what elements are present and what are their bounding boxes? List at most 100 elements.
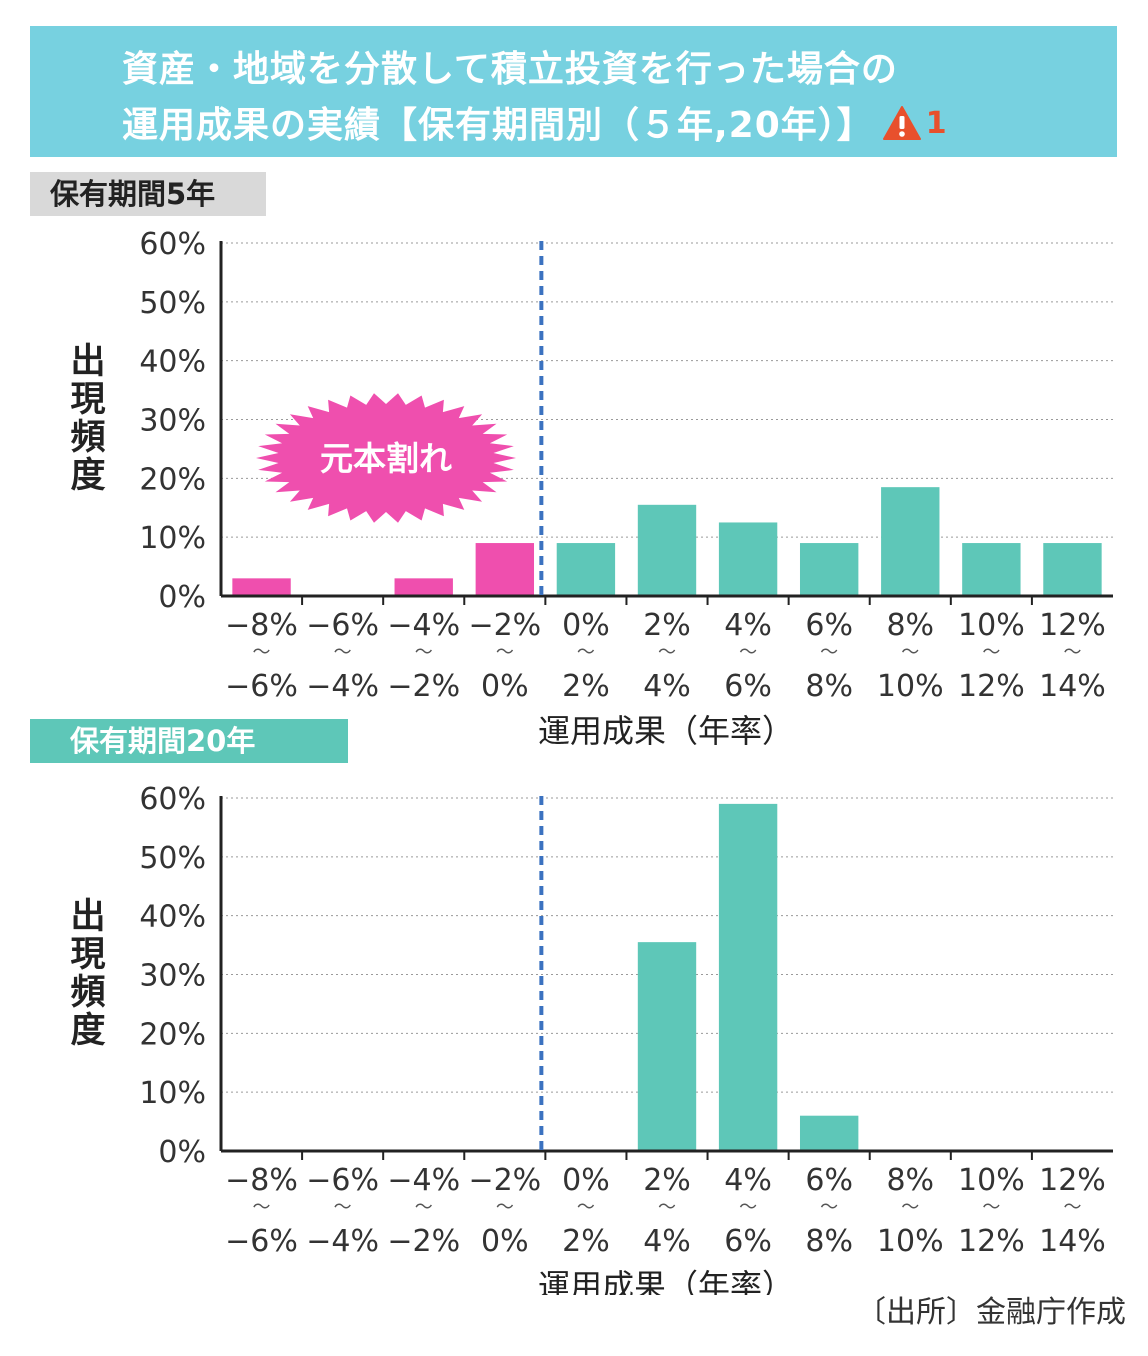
x-tick-label-to: 0%	[481, 669, 529, 704]
x-tick-label-from: −8%	[225, 1163, 298, 1198]
x-tick-label-tilde: 〜	[496, 1197, 514, 1218]
x-tick-label-to: 12%	[958, 669, 1025, 704]
x-tick-label-tilde: 〜	[982, 642, 1000, 663]
source-note: 〔出所〕金融庁作成	[856, 1295, 1126, 1330]
x-tick-label-from: −4%	[387, 608, 460, 643]
x-tick-label-from: −2%	[468, 608, 541, 643]
bar	[556, 543, 616, 596]
warning-triangle-icon	[882, 105, 922, 150]
panel-label-20yr: 保有期間20年	[30, 719, 348, 763]
x-tick-label-tilde: 〜	[658, 642, 676, 663]
y-axis-title-char: 現	[70, 380, 105, 420]
y-tick-label: 50%	[139, 841, 206, 876]
bar	[718, 522, 778, 596]
x-tick-label-from: 4%	[724, 608, 772, 643]
bar	[962, 543, 1021, 596]
bar	[799, 1115, 859, 1151]
x-tick-label-tilde: 〜	[253, 1197, 271, 1218]
x-tick-label-from: −8%	[225, 608, 298, 643]
x-tick-label-to: −4%	[306, 1224, 379, 1259]
x-tick-label-to: −6%	[225, 669, 298, 704]
y-axis-title-char: 出	[70, 342, 105, 382]
x-tick-label-to: −6%	[225, 1224, 298, 1259]
y-tick-label: 0%	[158, 580, 206, 615]
x-tick-label-to: 4%	[643, 669, 691, 704]
bar	[799, 543, 859, 596]
x-tick-label-tilde: 〜	[901, 1197, 919, 1218]
bar	[475, 543, 535, 596]
x-tick-label-to: −2%	[387, 1224, 460, 1259]
title-banner: 資産・地域を分散して積立投資を行った場合の 運用成果の実績【保有期間別（５年,2…	[30, 26, 1117, 157]
bar	[637, 942, 697, 1151]
bar	[718, 803, 778, 1151]
x-tick-label-from: 6%	[805, 608, 853, 643]
x-tick-label-from: 4%	[724, 1163, 772, 1198]
x-tick-label-from: 8%	[886, 1163, 934, 1198]
x-tick-label-tilde: 〜	[577, 1197, 595, 1218]
x-tick-label-from: 10%	[958, 1163, 1025, 1198]
y-axis-title-char: 出	[70, 897, 105, 937]
x-tick-label-tilde: 〜	[415, 1197, 433, 1218]
x-tick-label-tilde: 〜	[496, 642, 514, 663]
y-axis-title-char: 現	[70, 935, 105, 975]
x-tick-label-tilde: 〜	[739, 642, 757, 663]
x-tick-label-from: −2%	[468, 1163, 541, 1198]
title-line-2-text: 運用成果の実績【保有期間別（５年,20年）】	[122, 105, 874, 146]
x-tick-label-to: 14%	[1039, 669, 1106, 704]
x-tick-label-from: 0%	[562, 608, 610, 643]
x-tick-label-to: 6%	[724, 1224, 772, 1259]
bar	[637, 504, 697, 596]
x-tick-label-to: 10%	[877, 1224, 944, 1259]
bar	[232, 578, 291, 596]
y-axis-title-char: 頻	[70, 418, 105, 458]
y-tick-label: 40%	[139, 345, 206, 380]
x-tick-label-from: 12%	[1039, 1163, 1106, 1198]
x-tick-label-to: 2%	[562, 1224, 610, 1259]
x-tick-label-tilde: 〜	[982, 1197, 1000, 1218]
y-tick-label: 0%	[158, 1135, 206, 1170]
y-tick-label: 20%	[139, 462, 206, 497]
x-tick-label-tilde: 〜	[1063, 1197, 1081, 1218]
x-tick-label-from: 2%	[643, 1163, 691, 1198]
x-tick-label-to: 4%	[643, 1224, 691, 1259]
x-tick-label-to: 8%	[805, 669, 853, 704]
x-tick-label-to: 6%	[724, 669, 772, 704]
y-tick-label: 20%	[139, 1017, 206, 1052]
x-tick-label-tilde: 〜	[415, 642, 433, 663]
x-tick-label-from: 2%	[643, 608, 691, 643]
y-axis-title-char: 度	[70, 456, 105, 496]
x-tick-label-tilde: 〜	[820, 642, 838, 663]
x-tick-label-to: 8%	[805, 1224, 853, 1259]
y-tick-label: 30%	[139, 959, 206, 994]
warning-number: 1	[925, 106, 948, 141]
x-tick-label-tilde: 〜	[253, 642, 271, 663]
x-tick-label-tilde: 〜	[577, 642, 595, 663]
x-tick-label-from: −4%	[387, 1163, 460, 1198]
x-tick-label-tilde: 〜	[334, 642, 352, 663]
y-tick-label: 10%	[139, 521, 206, 556]
x-tick-label-tilde: 〜	[820, 1197, 838, 1218]
x-tick-label-from: −6%	[306, 1163, 379, 1198]
x-axis-title: 運用成果（年率）	[538, 712, 794, 750]
x-tick-label-tilde: 〜	[334, 1197, 352, 1218]
x-tick-label-tilde: 〜	[658, 1197, 676, 1218]
loss-annotation-burst: 元本割れ	[256, 393, 516, 523]
x-tick-label-tilde: 〜	[901, 642, 919, 663]
bar	[394, 578, 453, 596]
y-tick-label: 50%	[139, 286, 206, 321]
x-tick-label-to: 2%	[562, 669, 610, 704]
panel-label-5yr: 保有期間5年	[30, 172, 266, 216]
title-line-2: 運用成果の実績【保有期間別（５年,20年）】 1	[122, 96, 948, 150]
x-tick-label-from: −6%	[306, 608, 379, 643]
x-axis-title: 運用成果（年率）	[538, 1267, 794, 1295]
bar	[1043, 543, 1102, 596]
x-tick-label-from: 0%	[562, 1163, 610, 1198]
x-tick-label-to: 14%	[1039, 1224, 1106, 1259]
burst-label: 元本割れ	[320, 439, 452, 478]
y-axis-title-char: 頻	[70, 973, 105, 1013]
y-axis-title-char: 度	[70, 1011, 105, 1051]
x-tick-label-from: 12%	[1039, 608, 1106, 643]
bar	[881, 487, 940, 596]
